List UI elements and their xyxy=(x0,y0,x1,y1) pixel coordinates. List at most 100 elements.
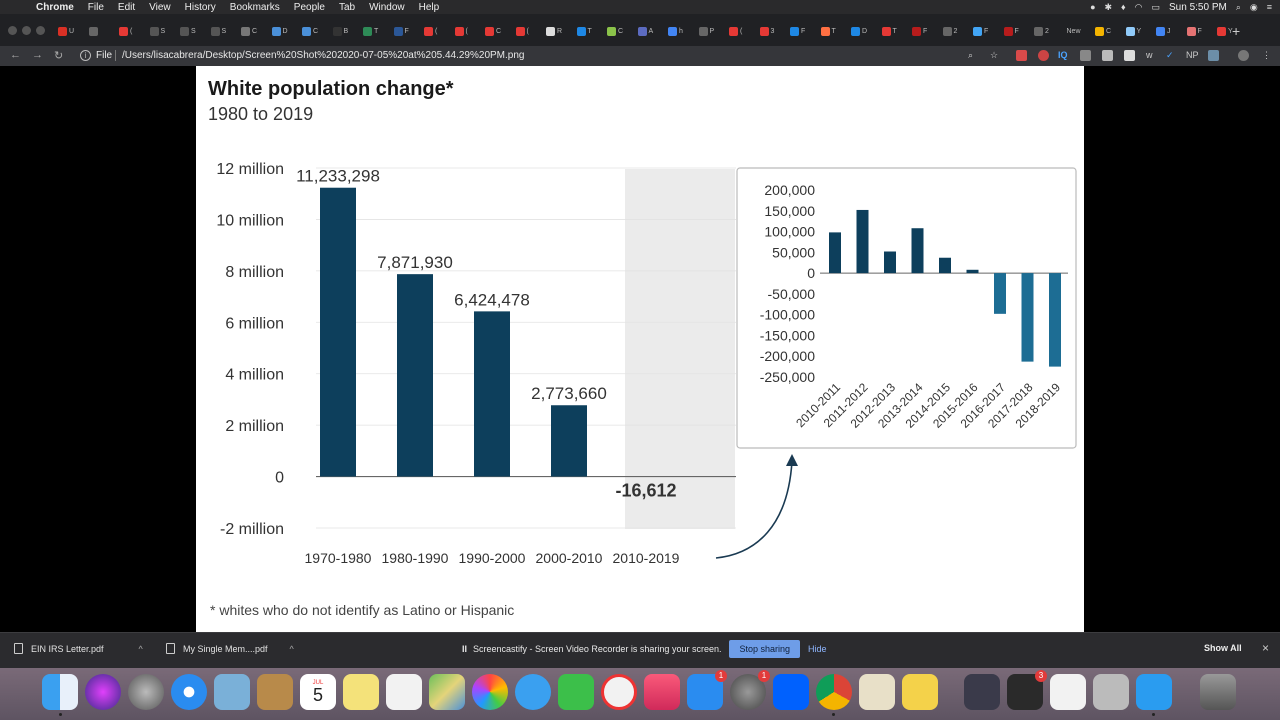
browser-tab[interactable]: R xyxy=(546,24,566,38)
extension-square-icon[interactable] xyxy=(1102,50,1113,61)
reload-button[interactable]: ↻ xyxy=(54,50,64,62)
browser-tab[interactable]: Y xyxy=(1125,24,1146,38)
browser-tab[interactable]: C xyxy=(302,24,322,38)
browser-tab[interactable]: T xyxy=(576,24,597,38)
browser-tab[interactable]: Y xyxy=(1217,24,1237,38)
menu-people[interactable]: People xyxy=(293,1,325,13)
back-button[interactable]: ← xyxy=(10,49,21,61)
extension-icon[interactable]: ♦ xyxy=(1121,2,1126,12)
launchpad-icon[interactable] xyxy=(128,674,164,710)
browser-tab[interactable] xyxy=(88,24,109,38)
site-info-icon[interactable]: i xyxy=(80,50,91,61)
music-icon[interactable] xyxy=(644,674,680,710)
browser-tab[interactable]: C xyxy=(241,24,261,38)
browser-tab[interactable]: F xyxy=(1003,24,1024,38)
browser-tab[interactable]: D xyxy=(851,24,871,38)
browser-tab[interactable]: T xyxy=(820,24,841,38)
extension-shield-icon[interactable] xyxy=(1208,50,1219,61)
chrome-icon[interactable] xyxy=(816,674,852,710)
finder-icon[interactable] xyxy=(42,674,78,710)
new-tab-button[interactable]: + xyxy=(1232,23,1241,39)
hide-button[interactable]: Hide xyxy=(808,644,827,654)
browser-tab[interactable]: F xyxy=(912,24,932,38)
extension-record-icon[interactable] xyxy=(1038,50,1049,61)
bluetooth-icon[interactable]: ✱ xyxy=(1104,1,1113,12)
menu-edit[interactable]: Edit xyxy=(117,1,136,13)
mail-app-icon[interactable] xyxy=(214,674,250,710)
menu-view[interactable]: View xyxy=(149,1,171,13)
browser-tab[interactable]: ( xyxy=(515,24,536,38)
photos-icon[interactable] xyxy=(472,674,508,710)
preview-icon[interactable] xyxy=(859,674,895,710)
notification-center-icon[interactable]: ≡ xyxy=(1266,2,1272,12)
browser-tab[interactable]: ( xyxy=(729,24,749,38)
news-icon[interactable] xyxy=(601,674,637,710)
extension-iq-icon[interactable]: IQ xyxy=(1058,50,1068,60)
scanner-icon[interactable] xyxy=(1093,674,1129,710)
browser-tab[interactable]: D xyxy=(271,24,292,38)
battery-icon[interactable]: ▭ xyxy=(1151,1,1161,12)
chevron-up-icon[interactable]: ^ xyxy=(289,643,294,654)
chrome-menu-icon[interactable]: ⋮ xyxy=(1262,50,1271,60)
download-item[interactable]: EIN IRS Letter.pdf ^ xyxy=(14,643,143,654)
show-all-downloads-button[interactable]: Show All xyxy=(1204,643,1242,653)
forward-button[interactable]: → xyxy=(32,49,43,61)
browser-tab[interactable]: F xyxy=(393,24,414,38)
close-icon[interactable]: × xyxy=(1262,641,1270,655)
bookmark-star-icon[interactable]: ☆ xyxy=(990,50,999,60)
menu-app-chrome[interactable]: Chrome xyxy=(36,1,74,13)
download-item[interactable]: My Single Mem....pdf ^ xyxy=(166,643,294,654)
browser-tab[interactable]: 2 xyxy=(1034,24,1054,38)
zoom-icon[interactable]: ⌕ xyxy=(968,50,974,60)
reminders-icon[interactable] xyxy=(386,674,422,710)
browser-tab[interactable]: P xyxy=(698,24,719,38)
window-zoom-button[interactable] xyxy=(36,26,45,35)
messages-icon[interactable] xyxy=(515,674,551,710)
app-store-icon[interactable]: 1 xyxy=(687,670,727,710)
stickies-icon[interactable] xyxy=(902,674,938,710)
browser-tab[interactable]: B xyxy=(332,24,353,38)
browser-tab[interactable]: F xyxy=(790,24,810,38)
browser-tab[interactable]: New xyxy=(1065,24,1095,38)
browser-tab[interactable]: C xyxy=(485,24,505,38)
cat-app-icon[interactable] xyxy=(964,674,1000,710)
browser-tab[interactable]: C xyxy=(607,24,627,38)
dropbox-icon[interactable] xyxy=(773,674,809,710)
menu-history[interactable]: History xyxy=(184,1,216,13)
browser-tab[interactable]: S xyxy=(210,24,231,38)
browser-tab[interactable]: F xyxy=(973,24,993,38)
profile-avatar[interactable] xyxy=(1238,50,1249,61)
browser-tab[interactable]: 2 xyxy=(942,24,963,38)
browser-tab[interactable]: ( xyxy=(119,24,139,38)
menu-bookmarks[interactable]: Bookmarks xyxy=(229,1,280,13)
chevron-up-icon[interactable]: ^ xyxy=(138,643,143,654)
document-icon[interactable] xyxy=(1050,674,1086,710)
p-app-icon[interactable] xyxy=(1136,674,1172,710)
browser-tab[interactable]: ( xyxy=(424,24,444,38)
extension-white-icon[interactable] xyxy=(1124,50,1135,61)
clock[interactable]: Sun 5:50 PM xyxy=(1169,1,1227,13)
browser-tab[interactable]: S xyxy=(180,24,200,38)
window-minimize-button[interactable] xyxy=(22,26,31,35)
browser-tab[interactable]: T xyxy=(881,24,902,38)
window-close-button[interactable] xyxy=(8,26,17,35)
browser-tab[interactable]: A xyxy=(637,24,658,38)
browser-tab[interactable]: S xyxy=(149,24,170,38)
menu-window[interactable]: Window xyxy=(369,1,405,13)
wifi-icon[interactable]: ◠ xyxy=(1134,1,1143,12)
extension-check-icon[interactable]: ✓ xyxy=(1166,50,1174,60)
address-bar[interactable]: /Users/lisacabrera/Desktop/Screen%20Shot… xyxy=(122,50,525,61)
calendar-icon[interactable]: JUL 5 xyxy=(300,674,336,710)
browser-tab[interactable]: ( xyxy=(454,24,475,38)
siri-icon[interactable]: ◉ xyxy=(1249,1,1258,12)
trash-icon[interactable] xyxy=(1200,674,1236,710)
maps-icon[interactable] xyxy=(429,674,465,710)
browser-tab[interactable]: C xyxy=(1095,24,1115,38)
browser-tab[interactable]: F xyxy=(1186,24,1207,38)
browser-tab[interactable]: T xyxy=(363,24,383,38)
safari-icon[interactable] xyxy=(171,674,207,710)
printer-icon[interactable]: 3 xyxy=(1007,670,1047,710)
system-preferences-icon[interactable]: 1 xyxy=(730,670,770,710)
spotlight-icon[interactable]: ⌕ xyxy=(1235,1,1241,12)
stop-sharing-button[interactable]: Stop sharing xyxy=(729,640,801,658)
